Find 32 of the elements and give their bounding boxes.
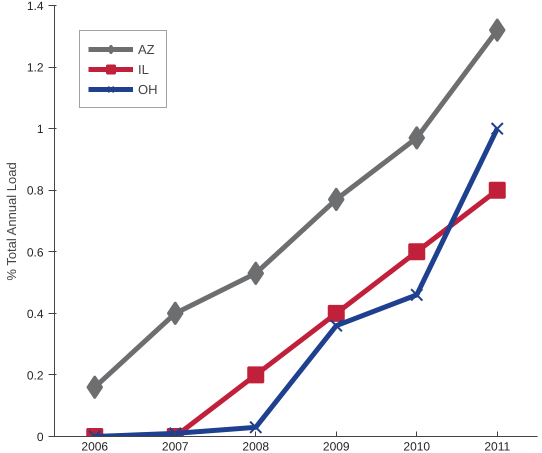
point	[86, 375, 104, 400]
point	[330, 319, 343, 332]
point	[408, 243, 426, 260]
x-tick-label: 2009	[322, 440, 350, 453]
legend-label: OH	[138, 82, 158, 96]
point	[247, 261, 264, 286]
point	[249, 420, 262, 434]
y-axis-title: % Total Annual Load	[4, 162, 19, 281]
point	[490, 122, 504, 136]
point	[328, 304, 345, 322]
legend-label: AZ	[138, 42, 156, 56]
y-tick-label: 1.2	[26, 60, 44, 75]
x-tick-label: 2006	[81, 440, 108, 453]
y-tick-label: 0.6	[26, 245, 44, 260]
point	[488, 18, 506, 42]
y-tick-label: 0.4	[26, 306, 44, 321]
x-tick-label: 2007	[162, 440, 189, 453]
legend-label: IL	[138, 62, 150, 76]
point	[166, 301, 184, 326]
x-tick-label: 2011	[484, 440, 510, 453]
point	[488, 182, 506, 199]
y-tick-label: 0	[36, 430, 44, 444]
y-tick-label: 0.8	[26, 184, 44, 198]
y-tick-label: 1	[36, 122, 44, 136]
y-tick-label: 1.4	[26, 0, 44, 13]
y-tick-label: 0.2	[26, 368, 44, 382]
point	[408, 126, 426, 150]
point	[410, 288, 424, 302]
x-tick-label: 2008	[242, 440, 270, 453]
point	[328, 187, 345, 212]
point	[247, 366, 264, 384]
x-tick-label: 2010	[403, 440, 430, 453]
